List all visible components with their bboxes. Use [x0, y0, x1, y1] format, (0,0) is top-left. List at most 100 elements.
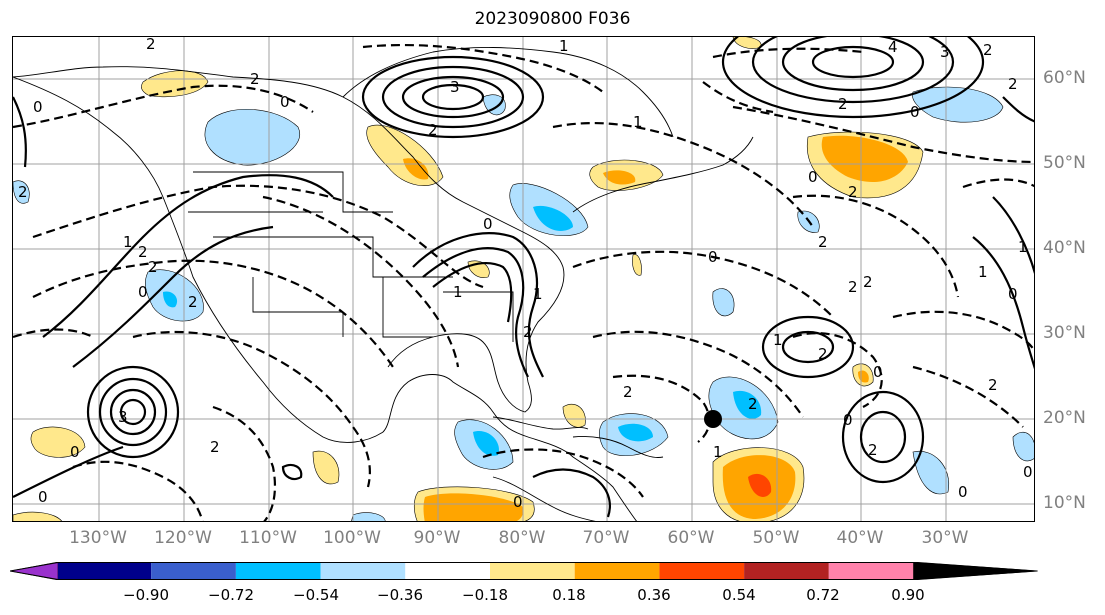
shade-positive: [141, 70, 209, 98]
shade-positive: [748, 473, 772, 497]
location-marker: [704, 410, 722, 428]
map-title: 2023090800 F036: [474, 9, 631, 29]
contour-label: 0: [70, 443, 80, 461]
colorbar-tick-label: −0.90: [123, 586, 169, 604]
contour-label: 0: [33, 98, 43, 116]
colorbar-tick-label: −0.72: [208, 586, 254, 604]
contour-label: 2: [868, 441, 878, 459]
colorbar-segment: [744, 562, 829, 580]
colorbar-segment: [405, 562, 490, 580]
lon-label: 60°W: [667, 528, 715, 548]
shade-negative: [13, 180, 30, 204]
contour-label: 0: [808, 168, 818, 186]
contour-label: 2: [748, 395, 758, 413]
colorbar-tick-label: −0.54: [293, 586, 339, 604]
shade-negative: [912, 86, 1004, 123]
contour-label: 2: [988, 376, 998, 394]
colorbar-tick-label: 0.72: [806, 586, 840, 604]
shade-negative: [533, 205, 573, 231]
contour-label: 1: [533, 285, 543, 303]
shade-positive: [562, 403, 586, 428]
lon-label: 70°W: [582, 528, 630, 548]
colorbar-segment: [574, 562, 660, 580]
colorbar: [10, 562, 1038, 580]
contour-label: 2: [818, 345, 828, 363]
shading-layer: [13, 37, 1034, 521]
contour-label: 1: [773, 331, 783, 349]
colorbar-segment: [913, 562, 1038, 580]
shade-positive: [732, 37, 762, 49]
shade-negative: [912, 450, 950, 495]
contour-label: 0: [513, 493, 523, 511]
contour-label: 2: [148, 258, 158, 276]
lat-label: 60°N: [1043, 68, 1086, 88]
shade-negative: [482, 94, 506, 116]
contour-label: 2: [818, 233, 828, 251]
contour-label: 2: [428, 121, 438, 139]
shade-positive: [423, 493, 524, 521]
shade-negative: [733, 390, 762, 419]
lon-label: 100°W: [323, 528, 381, 548]
contour-label: 0: [483, 215, 493, 233]
contour-label: 3: [118, 408, 128, 426]
contour-label: 0: [1008, 285, 1018, 303]
colorbar-segment: [490, 562, 575, 580]
colorbar-segment: [828, 562, 914, 580]
lon-label: 110°W: [239, 528, 297, 548]
contour-label: 3: [940, 43, 950, 61]
contour-label: 0: [138, 283, 148, 301]
lon-label: 90°W: [413, 528, 461, 548]
colorbar-tick-label: −0.18: [462, 586, 508, 604]
shade-positive: [13, 511, 62, 521]
colorbar-outline: [10, 562, 1038, 580]
shade-negative: [712, 288, 735, 317]
lon-label: 30°W: [921, 528, 969, 548]
contours-dashed: [13, 43, 1034, 521]
contour-label: 2: [250, 70, 260, 88]
contour-label: 2: [188, 293, 198, 311]
contour-label: 0: [38, 488, 48, 506]
colorbar-segment: [235, 562, 321, 580]
lon-label: 80°W: [498, 528, 546, 548]
contour-label: 1: [713, 443, 723, 461]
colorbar-segment: [10, 562, 59, 580]
contour-label: 2: [210, 438, 220, 456]
contour-label: 2: [983, 41, 993, 59]
contour-label: 2: [848, 278, 858, 296]
contour-label: 2: [838, 95, 848, 113]
shade-negative: [163, 291, 178, 308]
contour-label: 1: [633, 113, 643, 131]
lat-label: 40°N: [1043, 238, 1086, 258]
lat-label: 30°N: [1043, 323, 1086, 343]
shade-positive: [821, 135, 908, 182]
shade-positive: [632, 254, 642, 276]
shade-positive: [603, 170, 636, 185]
lat-label: 10°N: [1043, 493, 1086, 513]
contour-label: 2: [1008, 75, 1018, 93]
colorbar-tick-label: 0.36: [637, 586, 671, 604]
contour-labels: 3 1 2 4 3 2 2 0 1 2 0 2 2 1 0 2 2 1 2 2 …: [18, 37, 1033, 511]
lon-label: 40°W: [836, 528, 884, 548]
contour-label: 0: [910, 103, 920, 121]
shade-positive: [312, 450, 340, 485]
contour-label: 4: [888, 38, 898, 56]
lat-label: 50°N: [1043, 153, 1086, 173]
shade-negative: [204, 108, 300, 166]
colorbar-tick-label: 0.54: [722, 586, 756, 604]
lon-label: 50°W: [752, 528, 800, 548]
colorbar-segment: [320, 562, 406, 580]
colorbar-segment: [659, 562, 745, 580]
contour-label: 1: [978, 263, 988, 281]
map-svg: 3 1 2 4 3 2 2 0 1 2 0 2 2 1 0 2 2 1 2 2 …: [13, 37, 1034, 521]
shade-negative: [473, 431, 499, 456]
contour-label: 2: [138, 243, 148, 261]
colorbar-tick-label: 0.90: [891, 586, 925, 604]
contour-label: 0: [280, 93, 290, 111]
contour-label: 3: [450, 78, 460, 96]
colorbar-tick-label: −0.36: [377, 586, 423, 604]
contour-label: 0: [1023, 463, 1033, 481]
contour-label: 2: [848, 183, 858, 201]
contour-label: 2: [18, 183, 28, 201]
colorbar-segment: [151, 562, 236, 580]
contour-label: 0: [708, 248, 718, 266]
